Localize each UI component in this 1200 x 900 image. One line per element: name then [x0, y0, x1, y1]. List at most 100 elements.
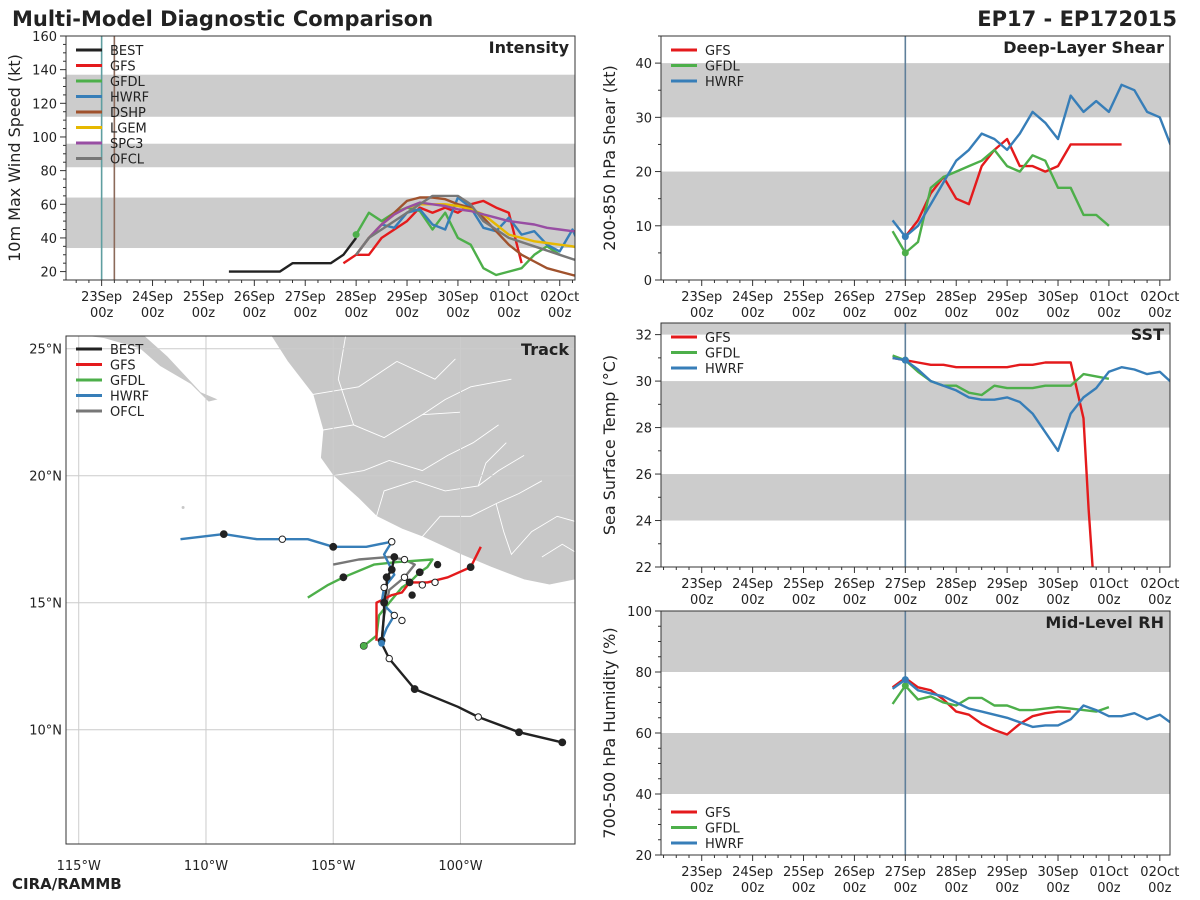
legend-label-gfdl: GFDL: [110, 374, 146, 389]
x-tick-label-date: 28Sep: [936, 865, 977, 880]
legend-label-hwrf: HWRF: [705, 362, 744, 377]
x-tick-label-date: 27Sep: [885, 577, 926, 592]
x-tick-label-date: 01Oct: [1089, 290, 1128, 305]
track-point-filled-best: [380, 598, 389, 607]
series-line-best: [228, 237, 358, 273]
x-tick-label-hour: 00z: [497, 306, 521, 321]
x-tick-label-date: 27Sep: [885, 865, 926, 880]
legend-label-lgem: LGEM: [110, 122, 147, 137]
x-tick-label-hour: 00z: [1046, 593, 1070, 608]
x-tick-label-hour: 00z: [548, 306, 572, 321]
track-line-ofcl: [332, 555, 416, 641]
x-tick-label-hour: 00z: [243, 306, 267, 321]
y-tick-label: 10: [635, 220, 652, 235]
y-tick-label: 26: [635, 468, 652, 483]
initial-point-hwrf: [901, 233, 909, 241]
x-tick-label-hour: 00z: [741, 881, 765, 896]
x-tick-label-hour: 00z: [894, 593, 918, 608]
x-tick-label-hour: 00z: [843, 306, 867, 321]
x-tick-label-hour: 00z: [1148, 306, 1172, 321]
shade-band-1: [661, 63, 1170, 118]
x-tick-label-date: 26Sep: [834, 865, 875, 880]
state-border-10: [541, 543, 575, 558]
y-tick-label: 32: [635, 329, 652, 344]
x-tick-label-hour: 00z: [690, 881, 714, 896]
x-tick-label-hour: 00z: [344, 306, 368, 321]
credit-label: CIRA/RAMMB: [12, 875, 122, 893]
x-tick-label-hour: 00z: [395, 306, 419, 321]
storm-id: EP17 - EP172015: [977, 7, 1177, 31]
legend-label-spc3: SPC3: [110, 137, 143, 152]
x-tick-label-hour: 00z: [446, 306, 470, 321]
longitude-label: 110°W: [184, 859, 228, 874]
x-tick-label-date: 23Sep: [681, 865, 722, 880]
x-tick-label-date: 30Sep: [1037, 865, 1078, 880]
plot-frame: [65, 35, 576, 281]
land-mainland-mexico: [270, 336, 575, 586]
x-tick-label-date: 27Sep: [885, 290, 926, 305]
x-tick-label-hour: 00z: [1148, 593, 1172, 608]
y-tick-label: 80: [40, 165, 57, 180]
series-line-hwrf: [891, 83, 1170, 238]
shear-panel: 01020304023Sep00z24Sep00z25Sep00z26Sep00…: [600, 35, 1179, 321]
y-tick-label: 20: [40, 266, 57, 281]
x-tick-label-hour: 00z: [995, 881, 1019, 896]
legend-label-ofcl: OFCL: [110, 153, 145, 168]
x-tick-label-date: 02Oct: [1140, 865, 1179, 880]
x-tick-label-date: 24Sep: [732, 290, 773, 305]
track-point-filled-gfs: [405, 578, 414, 587]
x-tick-label-hour: 00z: [690, 593, 714, 608]
y-tick-label: 160: [32, 30, 57, 45]
shade-band-2: [661, 323, 1170, 335]
x-tick-label-date: 26Sep: [834, 290, 875, 305]
track-point-hwrf: [398, 616, 406, 625]
x-tick-label-date: 23Sep: [681, 290, 722, 305]
latitude-label: 20°N: [29, 470, 62, 485]
state-border-9: [422, 378, 512, 416]
initial-point-hwrf: [901, 676, 909, 684]
legend-label-gfdl: GFDL: [110, 75, 146, 90]
track-point-filled-hwrf: [329, 542, 338, 551]
plot-frame: [660, 322, 1171, 568]
x-tick-label-date: 02Oct: [1140, 577, 1179, 592]
panel-title: Deep-Layer Shear: [1003, 38, 1164, 57]
x-tick-label-hour: 00z: [843, 593, 867, 608]
x-tick-label-date: 30Sep: [437, 290, 478, 305]
y-axis-label: 10m Max Wind Speed (kt): [5, 54, 24, 262]
x-tick-label-date: 26Sep: [234, 290, 275, 305]
track-point-filled-best: [387, 565, 396, 574]
track-point-open-hwrf: [390, 611, 399, 620]
island-socorro: [181, 505, 185, 509]
series-line-gfdl: [891, 148, 1110, 255]
legend-label-gfdl: GFDL: [705, 347, 741, 362]
x-tick-label-hour: 00z: [792, 593, 816, 608]
series-line-gfs: [342, 199, 523, 265]
x-tick-label-date: 02Oct: [1140, 290, 1179, 305]
shade-band-1: [66, 143, 575, 168]
sst-panel: 22242628303223Sep00z24Sep00z25Sep00z26Se…: [600, 322, 1179, 608]
legend-label-gfs: GFS: [705, 806, 731, 821]
shade-band-0: [661, 171, 1170, 226]
state-border-2: [333, 424, 499, 477]
x-tick-label-date: 24Sep: [732, 577, 773, 592]
y-tick-label: 30: [635, 375, 652, 390]
y-tick-label: 100: [627, 605, 652, 620]
legend-label-gfs: GFS: [110, 359, 136, 374]
y-tick-label: 100: [32, 131, 57, 146]
x-tick-label-date: 25Sep: [783, 865, 824, 880]
latitude-label: 25°N: [29, 343, 62, 358]
x-tick-label-date: 01Oct: [1089, 865, 1128, 880]
legend-label-dshp: DSHP: [110, 106, 146, 121]
y-tick-label: 40: [635, 788, 652, 803]
x-tick-label-date: 28Sep: [936, 290, 977, 305]
legend-label-hwrf: HWRF: [705, 75, 744, 90]
longitude-label: 115°W: [57, 859, 101, 874]
panel-title: SST: [1131, 325, 1164, 344]
x-tick-label-date: 30Sep: [1037, 290, 1078, 305]
x-tick-label-hour: 00z: [741, 593, 765, 608]
track-point-gfdl: [408, 591, 416, 599]
track-point-open-ofcl: [400, 573, 409, 581]
state-border-5: [495, 503, 575, 556]
x-tick-label-hour: 00z: [1046, 881, 1070, 896]
